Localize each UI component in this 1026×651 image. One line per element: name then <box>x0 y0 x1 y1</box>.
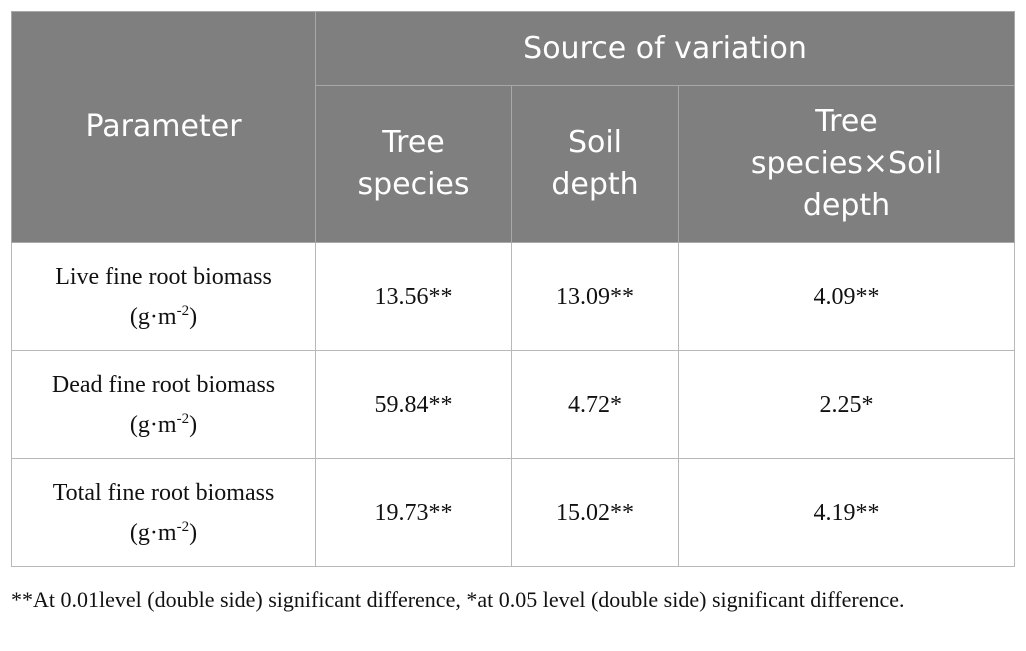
parameter-text: Live fine root biomass (g·m <box>55 263 272 330</box>
table-row: Dead fine root biomass (g·m-2) 59.84** 4.7… <box>11 350 1015 459</box>
table-row: Live fine root biomass (g·m-2) 13.56** 13.… <box>11 242 1015 351</box>
parameter-text: Total fine root biomass (g·m <box>52 479 275 546</box>
parameter-tail: ) <box>189 519 198 546</box>
value-cell: 19.73** <box>315 458 512 567</box>
value-text: 4.19** <box>813 499 880 526</box>
table-row: Total fine root biomass (g·m-2) 19.73** 15… <box>11 458 1015 567</box>
value-cell: 4.19** <box>678 458 1015 567</box>
value-cell: 15.02** <box>511 458 679 567</box>
value-text: 2.25* <box>819 391 874 418</box>
value-cell: 2.25* <box>678 350 1015 459</box>
unit-exponent: -2 <box>176 410 190 427</box>
unit-exponent: -2 <box>176 518 190 535</box>
value-text: 19.73** <box>374 499 453 526</box>
header-column: Tree species <box>357 125 470 202</box>
header-column: Tree species×Soil depth <box>750 104 943 223</box>
value-cell: 4.72* <box>511 350 679 459</box>
anova-table: Parameter Source of variation Tree speci… <box>11 11 1015 567</box>
value-cell: 13.09** <box>511 242 679 351</box>
parameter-cell: Live fine root biomass (g·m-2) <box>11 242 316 351</box>
header-parameter: Parameter <box>11 11 316 243</box>
value-text: 13.09** <box>556 283 634 310</box>
value-text: 15.02** <box>556 499 634 526</box>
value-cell: 59.84** <box>315 350 512 459</box>
value-text: 59.84** <box>374 391 453 418</box>
value-cell: 4.09** <box>678 242 1015 351</box>
value-text: 4.09** <box>813 283 880 310</box>
parameter-label: Dead fine root biomass (g·m-2) <box>29 365 299 445</box>
value-cell: 13.56** <box>315 242 512 351</box>
value-text: 13.56** <box>374 283 453 310</box>
value-text: 4.72* <box>568 391 622 418</box>
unit-exponent: -2 <box>176 302 190 319</box>
parameter-tail: ) <box>189 411 198 438</box>
parameter-cell: Total fine root biomass (g·m-2) <box>11 458 316 567</box>
parameter-label: Total fine root biomass (g·m-2) <box>29 473 299 553</box>
parameter-text: Dead fine root biomass (g·m <box>51 371 276 438</box>
footnote: **At 0.01level (double side) significant… <box>11 587 905 612</box>
table-body: Live fine root biomass (g·m-2) 13.56** 13.… <box>11 242 1015 567</box>
header-column: Soil depth <box>551 125 639 202</box>
parameter-cell: Dead fine root biomass (g·m-2) <box>11 350 316 459</box>
parameter-tail: ) <box>189 303 198 330</box>
parameter-label: Live fine root biomass (g·m-2) <box>29 257 299 337</box>
header-group: Source of variation <box>315 11 1015 86</box>
